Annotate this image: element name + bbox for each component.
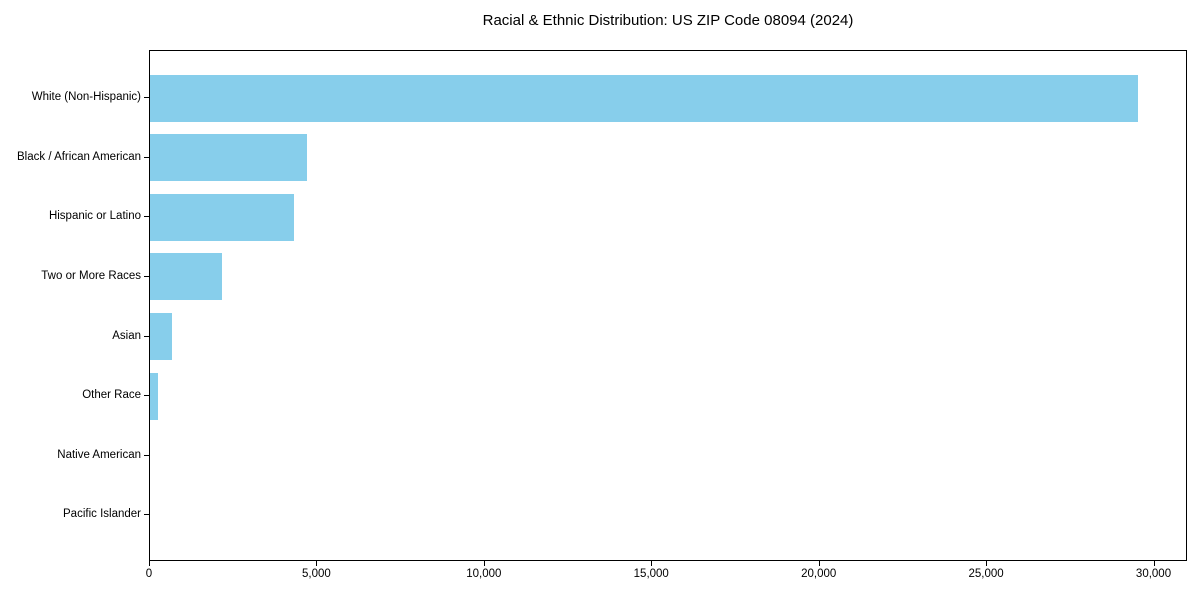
x-tick-mark <box>986 561 988 566</box>
y-tick-label-asian: Asian <box>112 329 141 342</box>
x-tick-mark <box>651 561 653 566</box>
x-tick-label-30-000: 30,000 <box>1135 568 1172 580</box>
bar-two-or-more-races <box>150 253 222 301</box>
x-tick-label-5-000: 5,000 <box>302 568 331 580</box>
y-tick-label-black-african-american: Black / African American <box>17 150 141 163</box>
y-tick-mark <box>144 335 149 337</box>
bar-other-race <box>150 372 159 420</box>
y-tick-label-two-or-more-races: Two or More Races <box>41 269 141 282</box>
bar-black-african-american <box>150 134 308 182</box>
x-tick-label-10-000: 10,000 <box>466 568 502 580</box>
y-tick-mark <box>144 156 149 158</box>
bar-white-non-hispanic <box>150 74 1138 122</box>
bar-hispanic-or-latino <box>150 193 294 241</box>
x-tick-label-20-000: 20,000 <box>801 568 837 580</box>
y-tick-label-white-non-hispanic: White (Non-Hispanic) <box>31 91 141 103</box>
x-tick-mark <box>149 561 150 566</box>
x-tick-label-15-000: 15,000 <box>633 568 669 580</box>
plot-area <box>149 50 1187 561</box>
x-tick-mark <box>316 561 318 566</box>
chart-title: Racial & Ethnic Distribution: US ZIP Cod… <box>482 12 854 29</box>
y-tick-mark <box>144 275 149 277</box>
x-tick-mark <box>818 561 820 566</box>
x-tick-label-0: 0 <box>145 568 153 580</box>
y-tick-label-pacific-islander: Pacific Islander <box>63 508 141 521</box>
y-tick-mark <box>144 216 149 218</box>
x-tick-mark <box>1153 561 1155 566</box>
y-tick-label-native-american: Native American <box>57 448 141 461</box>
x-tick-mark <box>483 561 485 566</box>
y-tick-label-other-race: Other Race <box>82 389 141 402</box>
y-tick-mark <box>144 514 149 516</box>
y-tick-mark <box>144 454 149 456</box>
x-tick-label-25-000: 25,000 <box>968 568 1004 580</box>
y-tick-mark <box>144 395 149 397</box>
y-tick-mark <box>144 97 149 98</box>
bar-asian <box>150 313 173 361</box>
y-tick-label-hispanic-or-latino: Hispanic or Latino <box>48 210 141 223</box>
